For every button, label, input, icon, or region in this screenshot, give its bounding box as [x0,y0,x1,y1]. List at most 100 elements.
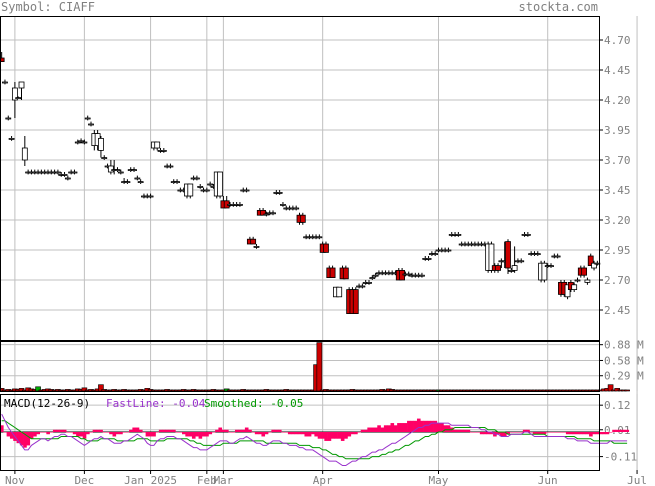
macd-histogram-bar [595,432,600,435]
candle-body [243,189,250,192]
macd-histogram-bar [311,432,315,435]
macd-histogram-bar [350,432,355,435]
x-tick-label: Jan 2025 [124,474,177,486]
macd-histogram-bar [254,432,259,435]
macd-histogram-bar [360,429,365,432]
macd-histogram-bar [330,432,335,439]
candle-body [5,117,12,120]
macd-histogram-bar [410,420,414,432]
macd-histogram-bar [519,432,524,433]
macd-histogram-bar [423,420,428,432]
candle-body [197,185,204,188]
macd-histogram-bar [221,429,226,432]
macd-histogram-bar [9,432,14,439]
candle-body [18,81,25,89]
candle-body [78,140,84,143]
candle-body [554,255,561,258]
macd-histogram-bar [440,423,444,432]
candle-body [299,214,306,223]
macd-histogram-bar [248,429,252,432]
macd-histogram-bar [43,432,47,433]
macd-histogram-bar [565,432,570,435]
macd-histogram-bar [612,429,616,432]
macd-histogram-bar [115,432,120,435]
price-tick-label: 2.45 [604,304,631,317]
macd-histogram-bar [542,432,547,435]
candle-body [445,249,452,252]
macd-histogram-bar [148,432,153,437]
macd-histogram-bar [327,432,332,441]
x-tick-label: Dec [74,474,94,486]
macd-histogram-bar [19,432,24,446]
price-tick-label: 4.70 [604,34,631,47]
macd-histogram-bar [509,432,514,433]
macd-histogram-bar [0,425,4,432]
macd-histogram-bar [23,432,27,448]
macd-histogram-bar [489,432,494,435]
candle-body [8,137,15,140]
macd-histogram-bar [393,425,398,432]
candle-body [174,181,180,184]
x-tick-label: Nov [5,474,25,486]
candle-body [455,233,462,236]
candle-body [114,169,121,172]
macd-histogram-bar [387,425,391,432]
candle-body [98,137,104,151]
volume-tick-label: 0.58 M [604,354,644,367]
macd-histogram-bar [370,427,375,432]
macd-histogram-bar [321,432,325,439]
macd-histogram-bar [155,432,160,433]
macd-histogram-bar [466,429,471,432]
candle-body [250,238,257,245]
candle-body [237,203,243,206]
candle-body [495,265,501,271]
candle-body [81,141,88,144]
macd-histogram-bar [446,425,451,432]
macd-histogram-bar [168,429,173,432]
macd-histogram-bar [33,432,37,437]
candle-body [55,171,61,174]
candle-body [369,277,376,280]
macd-histogram-bar [456,429,461,432]
macd-histogram-bar [373,427,378,432]
macd-histogram-bar [46,432,50,435]
macd-label: MACD(12-26-9) [4,397,90,410]
macd-histogram-bar [92,429,97,432]
candle-body [587,255,594,266]
macd-tick-label: 0.12 [604,399,631,412]
macd-histogram-bar [39,432,44,433]
macd-histogram-bar [208,432,213,435]
macd-histogram-bar [218,427,223,432]
macd-histogram-bar [526,429,530,432]
price-plot-area [0,16,599,340]
macd-histogram-bar [86,432,90,435]
candle-body [253,245,260,248]
macd-histogram-bar [618,429,623,432]
macd-histogram-bar [36,432,41,435]
macd-histogram-bar [49,432,54,433]
macd-histogram-bar [426,420,431,432]
candle-body [71,171,78,174]
volume-frame [0,341,600,392]
macd-histogram-bar [383,425,388,432]
price-tick-label: 3.70 [604,154,631,167]
candle-body [217,171,223,197]
macd-histogram-bar [225,429,229,432]
candle-body [11,87,18,101]
macd-histogram-bar [512,432,517,433]
macd-histogram-bar [357,432,362,433]
macd-tick-label: -0.11 [604,451,637,464]
macd-histogram-bar [244,427,249,432]
macd-histogram-bar [69,432,74,433]
macd-histogram-bar [602,432,606,435]
macd-histogram-bar [59,429,64,432]
candle-body [581,267,588,276]
macd-histogram-bar [79,432,84,437]
macd-histogram-bar [562,432,567,433]
smoothed-label: Smoothed: -0.05 [204,397,303,410]
macd-histogram-bar [158,429,163,432]
x-tick-label: May [429,474,449,486]
macd-histogram-bar [420,420,424,432]
candle-body [0,57,5,62]
price-tick-label: 4.45 [604,64,631,77]
